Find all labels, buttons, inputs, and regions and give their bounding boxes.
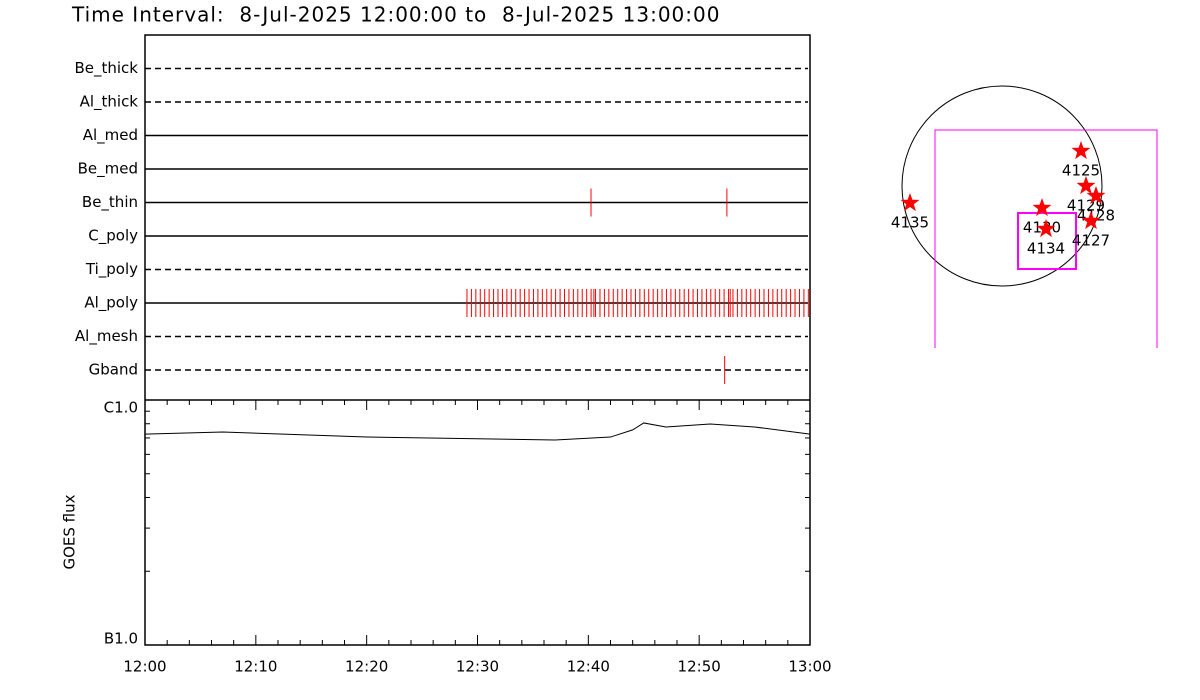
region-label: 4127	[1072, 232, 1110, 250]
x-tick-label: 12:10	[234, 658, 277, 676]
region-star	[1032, 198, 1052, 217]
region-star	[1086, 186, 1106, 205]
region-label: 4129	[1067, 197, 1105, 215]
plot-frame	[144, 34, 811, 646]
region-star	[1036, 219, 1056, 238]
chart-title: Time Interval: 8-Jul-2025 12:00:00 to 8-…	[71, 3, 720, 27]
region-label: 4135	[891, 214, 929, 232]
x-tick-label: 12:00	[123, 658, 166, 676]
region-label: 4128	[1077, 207, 1115, 225]
region-label: 4134	[1027, 240, 1065, 258]
goes-curve	[144, 422, 811, 441]
row-label: Be_thick	[74, 59, 138, 78]
region-label: 4125	[1062, 162, 1100, 180]
x-tick-label: 12:30	[456, 658, 499, 676]
y-axis-label: GOES flux	[61, 494, 79, 569]
x-tick-label: 12:40	[567, 658, 610, 676]
y-tick-label: C1.0	[104, 399, 138, 417]
row-label: Al_poly	[84, 294, 138, 313]
solar-disk	[901, 85, 1103, 287]
row-label: Al_med	[83, 126, 138, 145]
row-label: Ti_poly	[85, 260, 138, 279]
row-label: Al_mesh	[75, 327, 138, 346]
region-star	[1076, 176, 1096, 195]
y-tick-label: B1.0	[104, 630, 138, 648]
row-label: Gband	[89, 361, 138, 379]
row-label: Be_thin	[82, 193, 138, 212]
x-tick-label: 13:00	[788, 658, 831, 676]
row-label: Al_thick	[80, 93, 139, 112]
x-tick-label: 12:50	[678, 658, 721, 676]
fov-box	[1017, 212, 1077, 270]
region-star	[900, 193, 920, 212]
fov-box	[934, 129, 1158, 348]
region-star	[1071, 141, 1091, 160]
x-tick-label: 12:20	[345, 658, 388, 676]
row-label: Be_med	[78, 160, 138, 179]
row-label: C_poly	[88, 227, 138, 246]
region-star	[1081, 211, 1101, 230]
